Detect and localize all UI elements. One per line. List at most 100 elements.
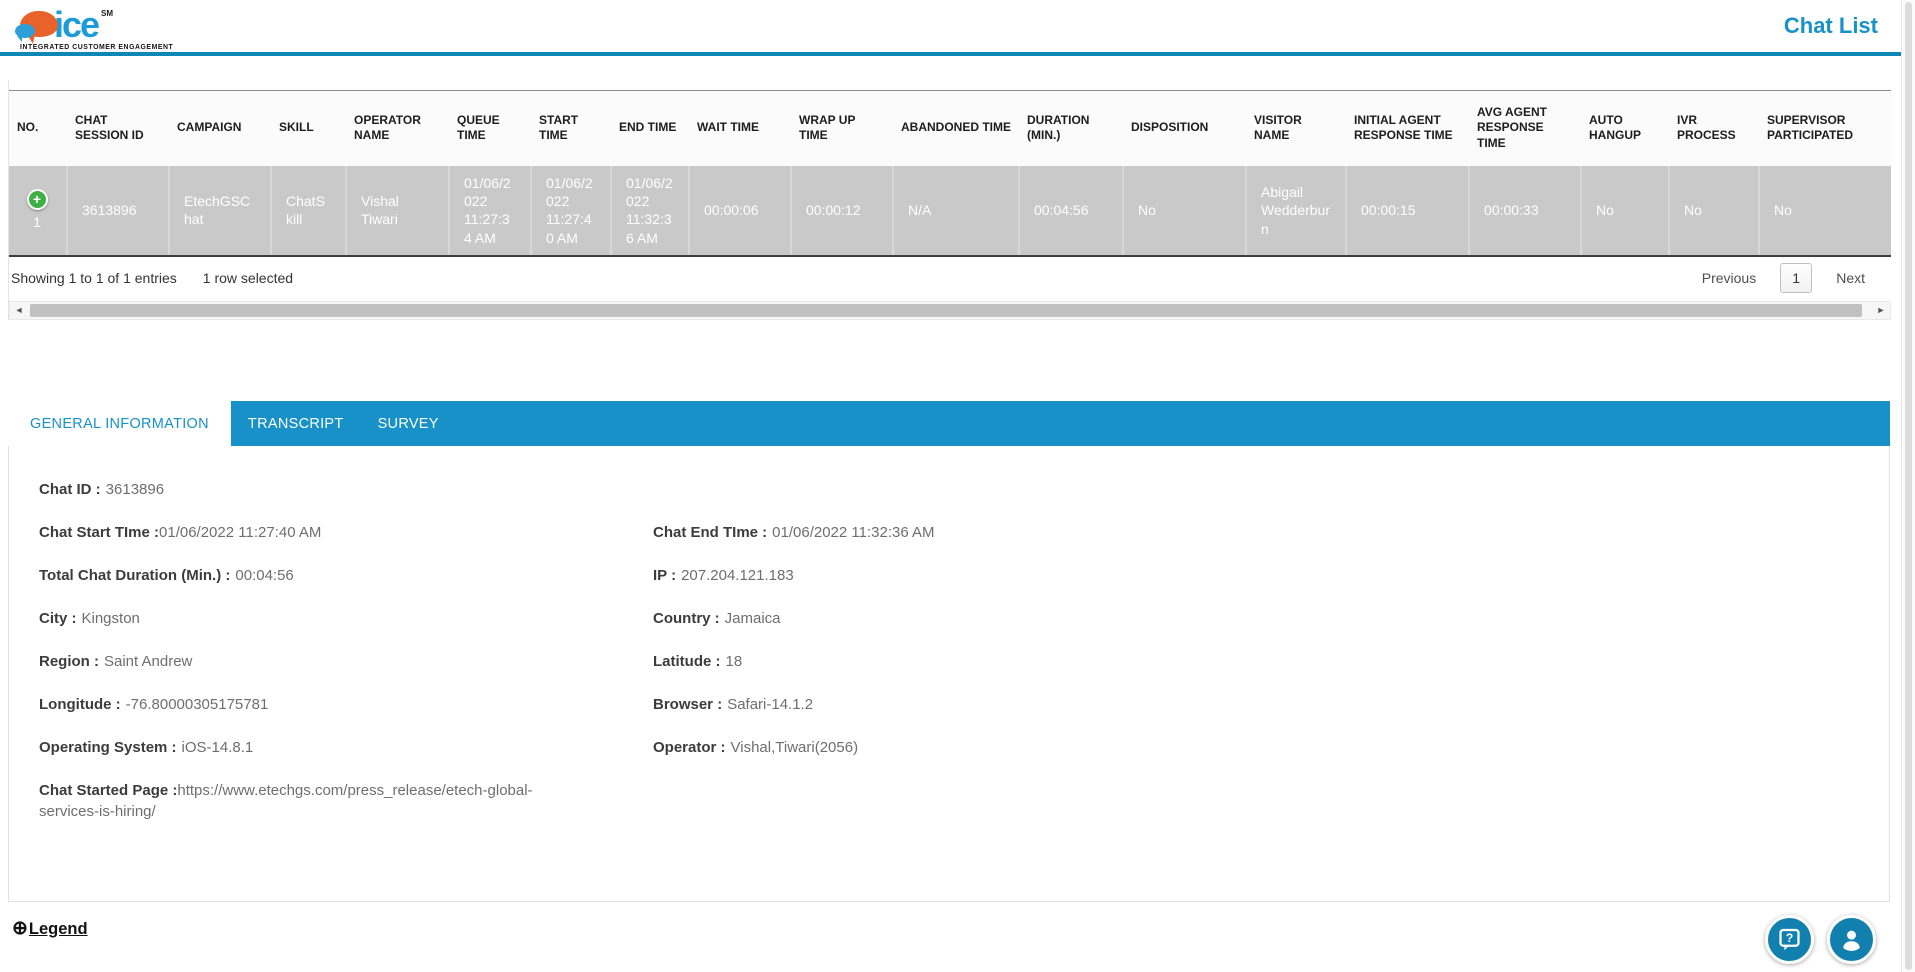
app-header: ice SM INTEGRATED CUSTOMER ENGAGEMENT Ch… (0, 0, 1915, 52)
legend-link[interactable]: ⊕ Legend (12, 919, 88, 939)
cell-abandoned-time: N/A (892, 165, 1019, 258)
cell-chat-session-id: 3613896 (66, 165, 169, 258)
column-header-campaign[interactable]: CAMPAIGN (169, 90, 271, 166)
help-bubble-icon: ? (1779, 928, 1800, 951)
column-header-skill[interactable]: SKILL (271, 90, 346, 166)
previous-page-button[interactable]: Previous (1701, 269, 1757, 286)
tab-survey[interactable]: SURVEY (377, 415, 439, 432)
entries-summary: Showing 1 to 1 of 1 entries (11, 269, 177, 286)
column-header-no[interactable]: NO. (9, 90, 67, 166)
info-row: Chat ID :3613896 (39, 479, 1889, 500)
circle-plus-icon: ⊕ (12, 918, 28, 939)
city-label: City : (39, 610, 77, 627)
column-header-wait-time[interactable]: WAIT TIME (689, 90, 791, 166)
browser-value: Safari-14.1.2 (727, 696, 814, 713)
info-row: City : Kingston Country : Jamaica (39, 608, 1889, 629)
chat-list-section: NO. CHAT SESSION ID CAMPAIGN SKILL OPERA… (8, 80, 1891, 321)
city-value: Kingston (81, 610, 140, 627)
cell-end-time: 01/06/2022 11:32:36 AM (610, 165, 689, 258)
scroll-left-arrow-icon[interactable]: ◄ (14, 305, 24, 316)
column-header-visitor-name[interactable]: VISITOR NAME (1246, 90, 1346, 166)
country-label: Country : (653, 610, 720, 627)
column-header-initial-agent-response-time[interactable]: INITIAL AGENT RESPONSE TIME (1346, 90, 1469, 166)
detail-tabs: GENERAL INFORMATION TRANSCRIPT SURVEY (8, 401, 1890, 446)
cell-auto-hangup: No (1580, 165, 1669, 258)
column-header-abandoned-time[interactable]: ABANDONED TIME (893, 90, 1019, 166)
column-header-ivr-process[interactable]: IVR PROCESS (1669, 90, 1759, 166)
cell-queue-time: 01/06/2022 11:27:34 AM (448, 165, 531, 258)
ip-value: 207.204.121.183 (681, 567, 794, 584)
latitude-label: Latitude : (653, 653, 721, 670)
column-header-operator-name[interactable]: OPERATOR NAME (346, 90, 449, 166)
svg-text:?: ? (1786, 931, 1794, 945)
chat-detail-panel: GENERAL INFORMATION TRANSCRIPT SURVEY Ch… (8, 401, 1890, 902)
operating-system-label: Operating System : (39, 739, 177, 756)
chat-id-value: 3613896 (105, 481, 165, 498)
account-button[interactable] (1827, 915, 1876, 964)
user-icon (1843, 930, 1860, 951)
column-header-chat-session-id[interactable]: CHAT SESSION ID (67, 90, 169, 166)
cell-avg-agent-response-time: 00:00:33 (1468, 165, 1581, 258)
cell-visitor-name: Abigail Wedderburn (1245, 165, 1346, 258)
chat-bubble-small-icon (15, 23, 35, 42)
latitude-value: 18 (725, 653, 743, 670)
scroll-right-arrow-icon[interactable]: ► (1876, 305, 1886, 316)
horizontal-scrollbar-thumb[interactable] (30, 304, 1862, 318)
page-title: Chat List (1783, 13, 1878, 38)
cell-wrap-up-time: 00:00:12 (790, 165, 893, 258)
chat-start-time-label: Chat Start TIme : (39, 524, 160, 541)
cell-campaign: EtechGSChat (168, 165, 271, 258)
general-information-content: Chat ID :3613896 Chat Start TIme :01/06/… (8, 446, 1890, 902)
longitude-label: Longitude : (39, 696, 121, 713)
tab-general-information[interactable]: GENERAL INFORMATION (8, 401, 231, 446)
selection-status: 1 row selected (202, 269, 294, 286)
column-header-end-time[interactable]: END TIME (611, 90, 689, 166)
logo-brand-text: ice (54, 3, 100, 45)
horizontal-scrollbar[interactable]: ◄ ► (9, 301, 1891, 321)
column-header-supervisor-participated[interactable]: SUPERVISOR PARTICIPATED (1759, 90, 1891, 166)
column-header-queue-time[interactable]: QUEUE TIME (449, 90, 531, 166)
help-button[interactable]: ? (1765, 915, 1814, 964)
total-chat-duration-label: Total Chat Duration (Min.) : (39, 567, 231, 584)
chat-start-time-value: 01/06/2022 11:27:40 AM (159, 524, 322, 541)
logo-tagline: INTEGRATED CUSTOMER ENGAGEMENT (20, 43, 174, 51)
cell-initial-agent-response-time: 00:00:15 (1345, 165, 1469, 258)
operator-label: Operator : (653, 739, 726, 756)
vertical-scrollbar-thumb[interactable] (1905, 2, 1912, 970)
floating-buttons: ? (1765, 915, 1876, 964)
next-page-button[interactable]: Next (1836, 269, 1865, 286)
logo-trademark: SM (101, 8, 114, 18)
cell-skill: ChatSkill (270, 165, 346, 258)
info-row: Region : Saint Andrew Latitude :18 (39, 651, 1889, 672)
column-header-disposition[interactable]: DISPOSITION (1123, 90, 1246, 166)
column-header-avg-agent-response-time[interactable]: AVG AGENT RESPONSE TIME (1469, 90, 1581, 166)
cell-duration: 00:04:56 (1018, 165, 1123, 258)
chat-end-time-label: Chat End TIme : (653, 524, 768, 541)
tab-transcript[interactable]: TRANSCRIPT (247, 415, 344, 432)
total-chat-duration-value: 00:04:56 (235, 567, 294, 584)
pagination: Previous 1 Next (1688, 262, 1879, 293)
info-row: Total Chat Duration (Min.) :00:04:56 IP … (39, 565, 1889, 586)
table-row[interactable]: + 1 3613896 EtechGSChat ChatSkill Vishal… (9, 165, 1891, 258)
info-row: Chat Start TIme :01/06/2022 11:27:40 AM … (39, 522, 1889, 543)
column-header-duration[interactable]: DURATION (MIN.) (1019, 90, 1123, 166)
legend-label: Legend (28, 919, 88, 938)
ice-logo[interactable]: ice SM INTEGRATED CUSTOMER ENGAGEMENT (15, 2, 174, 51)
chat-started-page-value: https://www.etechgs.com/press_release/et… (39, 782, 533, 820)
expand-row-plus-icon[interactable]: + (26, 189, 48, 211)
browser-label: Browser : (653, 696, 723, 713)
info-row: Chat Started Page :https://www.etechgs.c… (39, 780, 1889, 822)
region-label: Region : (39, 653, 99, 670)
cell-supervisor-participated: No (1758, 165, 1891, 258)
column-header-auto-hangup[interactable]: AUTO HANGUP (1581, 90, 1669, 166)
page-number-button[interactable]: 1 (1780, 262, 1813, 293)
row-number: 1 (33, 214, 41, 231)
column-header-start-time[interactable]: START TIME (531, 90, 611, 166)
info-row: Longitude : -76.80000305175781 Browser :S… (39, 694, 1889, 715)
vertical-scrollbar[interactable] (1901, 0, 1915, 972)
column-header-wrap-up-time[interactable]: WRAP UP TIME (791, 90, 893, 166)
cell-start-time: 01/06/2022 11:27:40 AM (530, 165, 611, 258)
cell-wait-time: 00:00:06 (688, 165, 791, 258)
table-footer: Showing 1 to 1 of 1 entries 1 row select… (9, 257, 1891, 298)
info-row: Operating System : iOS-14.8.1 Operator :V… (39, 737, 1889, 758)
